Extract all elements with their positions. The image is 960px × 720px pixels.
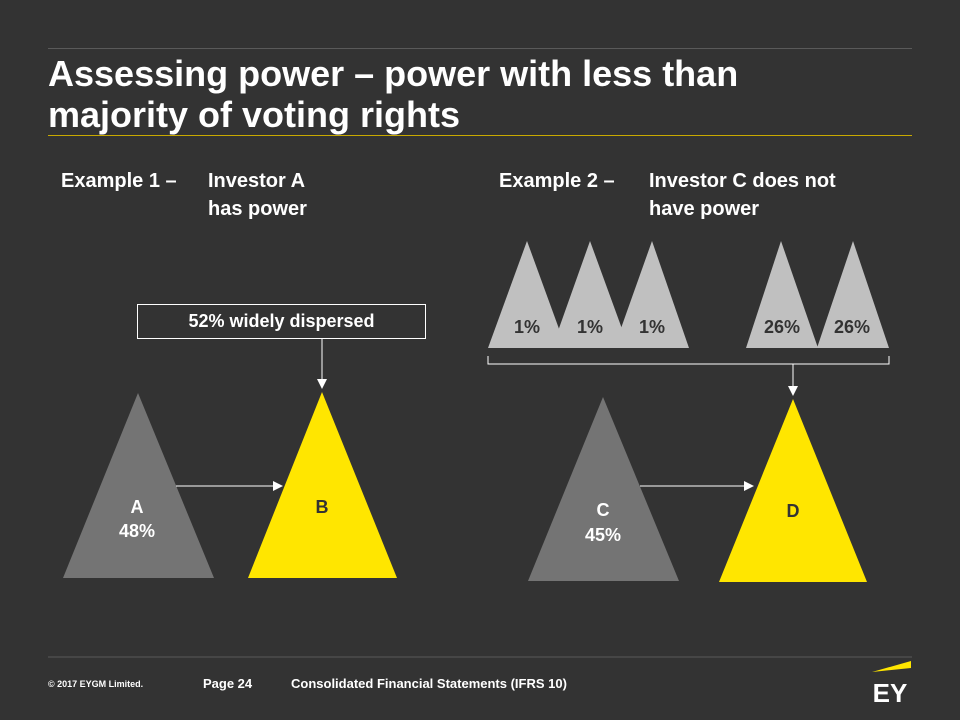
copyright: © 2017 EYGM Limited. <box>48 679 144 689</box>
holder-5-pct: 26% <box>834 317 870 337</box>
investee-b-name: B <box>316 497 329 517</box>
title-line-1: Assessing power – power with less than <box>48 53 739 94</box>
holder-3-triangle <box>614 241 689 348</box>
example1-label: Example 1 – <box>61 170 177 192</box>
investor-c-triangle <box>528 397 679 581</box>
top-rule <box>48 48 912 49</box>
example2-desc-line-1: Investor C does not <box>649 170 836 192</box>
holder-2-triangle <box>552 241 629 348</box>
page-number: Page 24 <box>203 676 253 691</box>
ey-logo-beam <box>872 661 911 672</box>
holder-1-pct: 1% <box>514 317 540 337</box>
title-underline <box>48 135 912 136</box>
holder-5-triangle <box>817 241 889 348</box>
title-line-2: majority of voting rights <box>48 94 461 135</box>
example2-label: Example 2 – <box>499 170 615 192</box>
investor-a-pct: 48% <box>119 521 155 541</box>
ey-logo-text: EY <box>873 678 908 708</box>
example1-description: Investor A has power <box>208 167 307 223</box>
dispersed-callout: 52% widely dispersed <box>137 304 426 339</box>
investor-a-triangle <box>63 393 214 578</box>
holder-2-pct: 1% <box>577 317 603 337</box>
investor-c-pct: 45% <box>585 525 621 545</box>
example1-desc-line-2: has power <box>208 198 307 220</box>
investee-b-triangle <box>248 392 397 578</box>
holder-3-pct: 1% <box>639 317 665 337</box>
slide-title: Assessing power – power with less than m… <box>48 53 928 135</box>
example2-desc-line-2: have power <box>649 198 760 220</box>
example2-description: Investor C does not have power <box>649 167 836 223</box>
document-title: Consolidated Financial Statements (IFRS … <box>291 676 567 691</box>
investor-a-name: A <box>131 497 144 517</box>
investee-d-triangle <box>719 399 867 582</box>
holder-4-pct: 26% <box>764 317 800 337</box>
investor-c-name: C <box>597 500 610 520</box>
holder-4-triangle <box>746 241 818 348</box>
holder-1-triangle <box>488 241 566 348</box>
holders-bracket <box>487 356 890 365</box>
investee-d-name: D <box>787 501 800 521</box>
example1-desc-line-1: Investor A <box>208 170 306 192</box>
